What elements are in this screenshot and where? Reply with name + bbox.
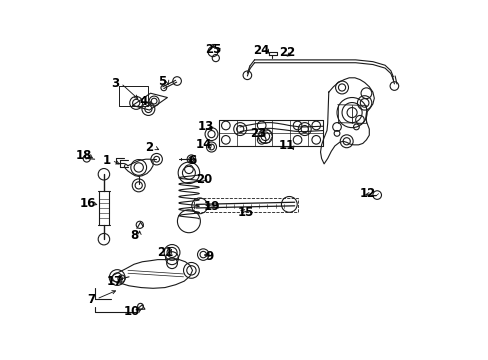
- Text: 13: 13: [197, 121, 213, 134]
- Text: 10: 10: [123, 306, 140, 319]
- Text: 8: 8: [130, 229, 138, 242]
- Text: 14: 14: [196, 138, 212, 151]
- Text: 21: 21: [157, 246, 173, 259]
- Text: 2: 2: [145, 141, 153, 154]
- Text: 25: 25: [204, 42, 221, 55]
- Text: 23: 23: [249, 127, 265, 140]
- Text: 19: 19: [203, 201, 219, 213]
- Text: 4: 4: [139, 95, 147, 108]
- Text: 17: 17: [106, 275, 122, 288]
- Text: 24: 24: [253, 44, 269, 57]
- Text: 16: 16: [79, 197, 96, 210]
- Text: 3: 3: [111, 77, 119, 90]
- Text: 9: 9: [205, 249, 213, 262]
- Text: 5: 5: [158, 75, 166, 88]
- Text: 15: 15: [238, 207, 254, 220]
- Text: 20: 20: [196, 173, 212, 186]
- Text: 18: 18: [76, 149, 92, 162]
- Text: 11: 11: [278, 139, 294, 152]
- Text: 22: 22: [278, 46, 294, 59]
- Text: 12: 12: [359, 187, 376, 200]
- Text: 6: 6: [188, 154, 196, 167]
- Text: 7: 7: [87, 293, 95, 306]
- Text: 1: 1: [102, 154, 110, 167]
